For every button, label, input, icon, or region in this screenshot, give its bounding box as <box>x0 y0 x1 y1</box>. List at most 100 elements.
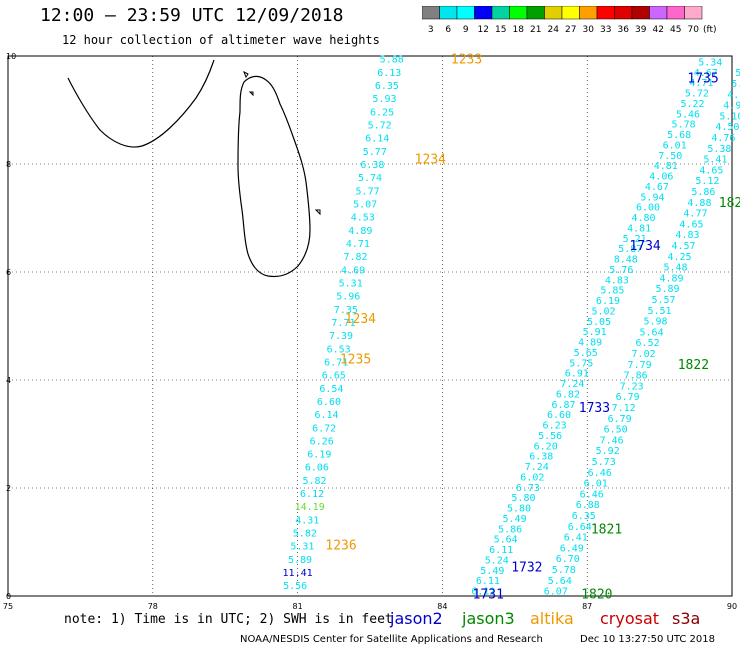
wave-height-value: 5.86 <box>691 187 715 198</box>
satellite-s3a: s3a <box>672 609 701 628</box>
wave-height-value: 6.26 <box>310 436 334 447</box>
wave-height-value: 5.31 <box>339 278 363 289</box>
wave-height-value: 6.38 <box>529 452 553 463</box>
wave-height-value: 7.12 <box>612 403 636 414</box>
wave-height-value: 5.72 <box>368 121 392 132</box>
wave-height-value: 7.71 <box>331 318 355 329</box>
legend-label: 6 <box>445 25 451 35</box>
color-legend: 3 6 9 12 15 18 21 24 27 30 33 36 39 42 45 70 (ft) <box>422 6 717 35</box>
wave-height-value: 5.38 <box>707 144 731 155</box>
wave-height-value: 6.12 <box>471 587 495 598</box>
wave-height-value: 4.06 <box>649 172 673 183</box>
wave-height-value: 4.89 <box>578 338 602 349</box>
wave-height-value: 7.24 <box>525 462 549 473</box>
wave-height-value: 6.82 <box>556 389 580 400</box>
page-title: 12:00 — 23:59 UTC 12/09/2018 <box>40 5 344 26</box>
pass-time-label: 1734 <box>629 239 660 254</box>
wave-height-value: 4.25 <box>667 252 691 263</box>
wave-height-value: 7.35 <box>334 305 358 316</box>
wave-height-value: 5.98 <box>644 317 668 328</box>
wave-height-value: 6.79 <box>616 392 640 403</box>
wave-height-value: 4.83 <box>675 230 699 241</box>
legend-unit: (ft) <box>703 25 717 35</box>
satellite-jason2: jason2 <box>390 609 443 628</box>
wave-height-value: 5.48 <box>663 263 687 274</box>
wave-height-value: 6.49 <box>560 543 584 554</box>
wave-height-value: 5.78 <box>552 565 576 576</box>
wave-height-value: 6.87 <box>551 400 575 411</box>
pass-time-label: 1236 <box>325 539 356 554</box>
wave-height-value: 7.23 <box>620 381 644 392</box>
pass-time-label: 1733 <box>579 401 610 416</box>
legend-label: 12 <box>478 25 489 35</box>
pass-time-label: 1823 <box>719 196 740 211</box>
wave-height-value: 5.93 <box>372 94 396 105</box>
wave-height-value: 6.00 <box>636 203 660 214</box>
wave-height-value: 5.86 <box>498 524 522 535</box>
legend-label: 15 <box>495 25 506 35</box>
wave-height-value: 5.07 <box>353 199 377 210</box>
wave-height-value: 5.83 <box>731 79 740 90</box>
wave-height-value: 4.81 <box>654 161 678 172</box>
wave-height-value: 5.72 <box>685 89 709 100</box>
wave-height-value: 6.41 <box>564 533 588 544</box>
wave-height-value: 5.73 <box>592 457 616 468</box>
wave-height-value: 14.19 <box>295 502 325 513</box>
legend-label: 36 <box>618 25 630 35</box>
wave-height-value: 6.14 <box>315 410 339 421</box>
wave-height-value: 5.89 <box>655 284 679 295</box>
wave-height-value: 6.38 <box>360 160 384 171</box>
wave-height-value: 5.75 <box>569 358 593 369</box>
wave-height-value: 5.96 <box>336 292 360 303</box>
wave-height-value: 4.96 <box>723 101 740 112</box>
wave-height-value: 4.81 <box>727 90 740 101</box>
pass-time-label: 1821 <box>591 523 622 538</box>
legend-label: 45 <box>670 25 681 35</box>
wave-height-value: 6.64 <box>568 522 592 533</box>
lat-tick-label: 4 <box>6 376 11 385</box>
wave-height-value: 6.19 <box>596 296 620 307</box>
wave-height-value: 5.31 <box>290 542 314 553</box>
wave-height-value: 6.65 <box>322 371 346 382</box>
wave-height-value: 5.77 <box>356 186 380 197</box>
wave-height-value: 4.80 <box>632 213 656 224</box>
sri-lanka-coastline <box>67 59 311 278</box>
wave-height-value: 4.76 <box>711 133 735 144</box>
wave-height-value: 6.06 <box>305 463 329 474</box>
legend-label: 39 <box>635 25 647 35</box>
legend-label: 27 <box>565 25 576 35</box>
islet <box>314 209 321 216</box>
wave-height-value: 6.11 <box>476 576 500 587</box>
wave-height-value: 5.12 <box>695 176 719 187</box>
wave-height-value: 5.74 <box>358 173 382 184</box>
wave-height-value: 6.13 <box>377 68 401 79</box>
wave-height-value: 6.50 <box>604 425 628 436</box>
wave-height-value: 6.19 <box>307 450 331 461</box>
wave-height-value: 4.88 <box>687 198 711 209</box>
wave-height-value: 6.02 <box>520 472 544 483</box>
pass-time-label: 1732 <box>511 560 542 575</box>
wave-height-value: 7.86 <box>624 371 648 382</box>
legend-label: 33 <box>600 25 611 35</box>
wave-height-value: 5.85 <box>600 286 624 297</box>
wave-height-value: 4.53 <box>351 213 375 224</box>
wave-height-value: 6.35 <box>375 81 399 92</box>
wave-height-value: 4.77 <box>683 209 707 220</box>
satellite-cryosat: cryosat <box>600 609 660 628</box>
wave-height-value: 7.46 <box>600 435 624 446</box>
map-frame <box>7 55 733 597</box>
wave-height-value: 4.65 <box>679 219 703 230</box>
wave-height-value: 6.07 <box>544 587 568 598</box>
wave-height-value: 6.46 <box>588 468 612 479</box>
axis-labels: 75 78 81 84 87 90 10 8 6 4 2 0 <box>3 52 737 611</box>
wave-height-value: 7.24 <box>560 379 584 390</box>
wave-height-value: 4.31 <box>295 515 319 526</box>
wave-height-value: 5.57 <box>651 295 675 306</box>
wave-height-value: 5.82 <box>302 476 326 487</box>
wave-height-value: 5.80 <box>511 493 535 504</box>
generated-timestamp: Dec 10 13:27:50 UTC 2018 <box>580 634 715 645</box>
wave-height-value: 6.60 <box>317 397 341 408</box>
lat-tick-label: 10 <box>6 52 16 61</box>
wave-height-value: 4.71 <box>346 239 370 250</box>
wave-height-value: 6.46 <box>580 489 604 500</box>
